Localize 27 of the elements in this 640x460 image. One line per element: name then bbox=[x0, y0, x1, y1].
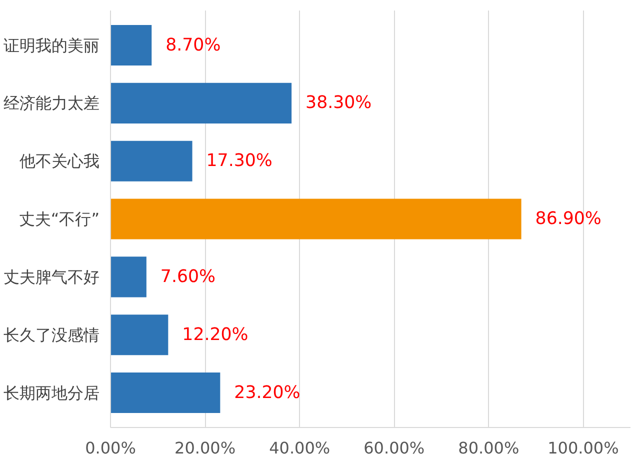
x-tick-label: 60.00% bbox=[364, 438, 425, 458]
y-tick-label: 证明我的美丽 bbox=[4, 36, 100, 55]
bar bbox=[110, 198, 522, 240]
y-tick-label: 丈夫脾气不好 bbox=[4, 267, 100, 286]
bar bbox=[110, 372, 220, 414]
x-tick-label: 100.00% bbox=[548, 438, 619, 458]
x-tick-label: 0.00% bbox=[85, 438, 136, 458]
x-tick-label: 20.00% bbox=[174, 438, 236, 458]
y-tick-label: 丈夫“不行” bbox=[18, 210, 100, 228]
data-label: 86.90% bbox=[535, 209, 602, 229]
x-tick-label: 80.00% bbox=[458, 438, 520, 458]
x-tick-label: 40.00% bbox=[269, 438, 330, 458]
y-tick-label: 他不关心我 bbox=[20, 152, 100, 171]
y-tick-label: 长期两地分居 bbox=[4, 383, 100, 402]
bar bbox=[110, 256, 146, 298]
bar bbox=[110, 140, 192, 182]
data-label: 12.20% bbox=[182, 324, 248, 345]
y-tick-label: 长久了没感情 bbox=[4, 325, 100, 344]
data-label: 17.30% bbox=[206, 151, 272, 172]
bar bbox=[110, 24, 152, 66]
bar bbox=[110, 314, 168, 356]
data-label: 7.60% bbox=[160, 266, 216, 287]
bar bbox=[110, 82, 292, 124]
data-label: 8.70% bbox=[166, 35, 221, 56]
data-label: 38.30% bbox=[306, 93, 372, 114]
data-label: 23.20% bbox=[234, 382, 300, 403]
y-tick-label: 经济能力太差 bbox=[4, 94, 100, 113]
